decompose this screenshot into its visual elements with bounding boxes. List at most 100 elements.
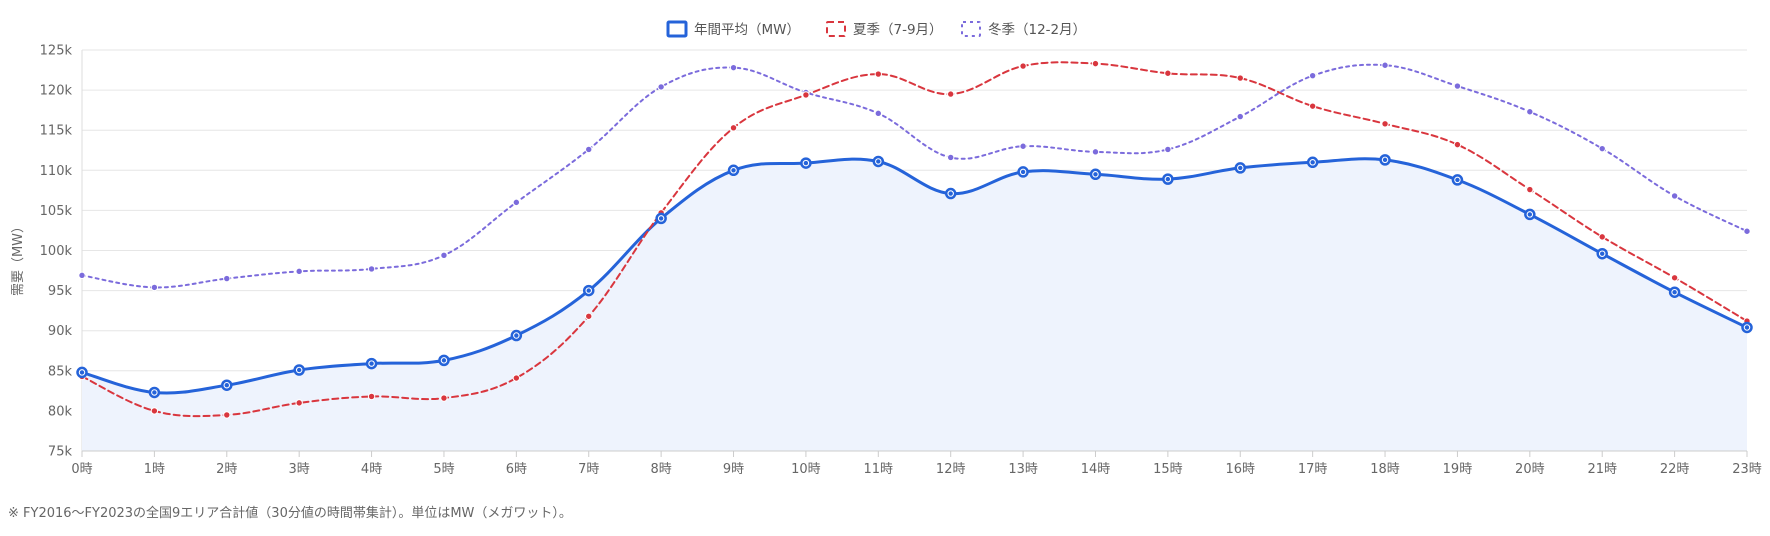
data-point-core: [79, 370, 85, 375]
data-point: [1381, 61, 1389, 69]
legend-item[interactable]: 夏季（7-9月）: [826, 21, 943, 38]
x-tick-label: 22時: [1660, 462, 1690, 477]
x-tick-label: 10時: [791, 462, 821, 477]
legend-swatch: [961, 21, 981, 37]
data-point: [1670, 274, 1679, 282]
data-point: [585, 312, 593, 320]
x-tick-label: 5時: [433, 462, 454, 477]
data-point-core: [1020, 169, 1026, 175]
data-point: [1598, 233, 1606, 241]
data-point-core: [1527, 212, 1533, 217]
data-point: [150, 407, 159, 415]
data-point: [78, 271, 86, 280]
data-point: [1670, 192, 1679, 200]
data-point: [223, 274, 231, 283]
data-point: [1019, 142, 1027, 150]
y-tick-label: 85k: [48, 364, 73, 379]
x-tick-label: 12時: [936, 462, 966, 477]
data-point: [1164, 145, 1172, 154]
data-point: [946, 153, 955, 162]
data-point: [1091, 59, 1100, 68]
data-point-core: [1455, 177, 1460, 183]
data-point-core: [1672, 290, 1677, 295]
legend-item[interactable]: 年間平均（MW）: [666, 20, 800, 38]
data-point: [1598, 144, 1606, 153]
data-point: [1526, 185, 1534, 194]
data-point: [1308, 71, 1317, 80]
y-tick-label: 95k: [48, 284, 73, 299]
data-point-core: [1744, 325, 1750, 330]
x-tick-label: 13時: [1008, 462, 1038, 477]
x-tick-label: 0時: [71, 462, 92, 477]
data-point-core: [948, 191, 953, 196]
data-point-core: [658, 216, 664, 221]
data-point-core: [296, 367, 302, 373]
data-point: [295, 399, 303, 407]
y-tick-label: 100k: [40, 244, 73, 259]
data-point-core: [152, 390, 157, 395]
y-tick-label: 90k: [48, 324, 73, 339]
y-tick-label: 115k: [40, 124, 73, 139]
data-point: [1453, 82, 1462, 90]
data-point: [1164, 69, 1172, 77]
y-tick-label: 120k: [40, 84, 73, 99]
data-point: [729, 124, 738, 132]
series-area-0: [82, 158, 1747, 451]
x-tick-label: 21時: [1587, 462, 1617, 477]
x-tick-label: 1時: [144, 462, 165, 477]
data-point: [657, 83, 665, 91]
data-point-core: [1238, 165, 1243, 171]
data-point: [946, 90, 955, 98]
data-point-core: [441, 358, 447, 363]
data-point: [440, 394, 448, 402]
x-tick-label: 8時: [650, 462, 671, 477]
area-fill-layer: [82, 158, 1747, 451]
y-tick-label: 110k: [40, 164, 73, 179]
data-point: [1743, 227, 1751, 235]
y-tick-label: 105k: [40, 204, 73, 219]
data-point: [150, 283, 159, 292]
y-tick-label: 80k: [48, 404, 73, 419]
footnote: ※ FY2016～FY2023の全国9エリア合計値（30分値の時間帯集計）。単位…: [8, 506, 572, 521]
data-point: [1236, 74, 1244, 82]
data-point-core: [514, 333, 519, 338]
y-tick-label: 75k: [48, 445, 73, 460]
x-tick-label: 3時: [289, 462, 310, 477]
data-point: [1453, 140, 1462, 149]
data-point: [367, 392, 376, 401]
x-tick-label: 9時: [723, 462, 744, 477]
data-point-core: [1165, 176, 1171, 182]
data-point-core: [803, 160, 809, 166]
x-tick-label: 19時: [1443, 462, 1473, 477]
series-points-layer: [76, 59, 1753, 419]
x-tick-label: 4時: [361, 462, 382, 477]
x-tick-label: 17時: [1298, 462, 1328, 477]
legend-label: 夏季（7-9月）: [853, 22, 943, 38]
data-point-core: [224, 383, 229, 388]
y-axis: 75k 80k 85k 90k 95k 100k 105k 110k 115k 120k 125k: [40, 44, 73, 460]
x-axis: 0時 1時 2時 3時 4時 5時 6時 7時 8時 9時 10時 11時 12時 13時 14時 15時 16…: [71, 450, 1762, 477]
x-tick-label: 15時: [1153, 462, 1183, 477]
demand-line-chart: 75k80k85k90k95k100k105k110k115k120k125k …: [11, 20, 1762, 477]
x-tick-label: 2時: [216, 462, 237, 477]
data-point: [874, 109, 883, 118]
data-point-core: [731, 168, 736, 173]
data-point: [1091, 148, 1100, 156]
data-point-core: [1382, 157, 1388, 163]
legend-item[interactable]: 冬季（12-2月）: [961, 21, 1086, 38]
y-axis-label: 需要（MW）: [11, 220, 26, 296]
data-point: [1526, 108, 1534, 116]
x-tick-label: 14時: [1081, 462, 1111, 477]
series-line-2: [81, 63, 1748, 289]
data-point-core: [586, 288, 591, 293]
x-tick-label: 16時: [1225, 462, 1255, 477]
data-point: [440, 251, 448, 260]
data-point: [1381, 120, 1389, 128]
data-point: [1019, 62, 1027, 70]
data-point: [729, 63, 738, 72]
legend[interactable]: 年間平均（MW） 夏季（7-9月） 冬季（12-2月）: [666, 20, 1086, 38]
x-tick-label: 7時: [578, 462, 599, 477]
x-tick-label: 23時: [1732, 462, 1762, 477]
x-tick-label: 6時: [506, 462, 527, 477]
data-point: [295, 267, 303, 276]
